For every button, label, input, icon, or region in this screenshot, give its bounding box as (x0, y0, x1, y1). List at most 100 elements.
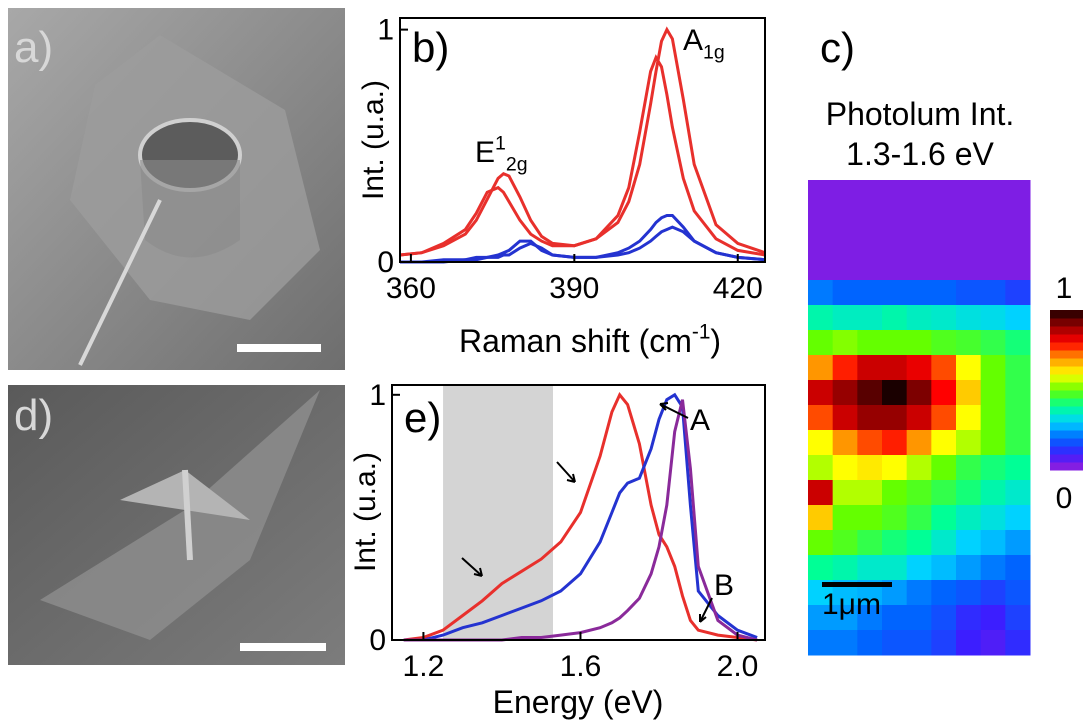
fold (78, 199, 162, 366)
colorbar-step (1050, 382, 1083, 391)
heatmap-cell (1005, 180, 1031, 206)
colorbar-step (1050, 310, 1083, 319)
heatmap-cell (906, 305, 932, 331)
heatmap-cell (956, 305, 982, 331)
colorbar-step (1050, 462, 1083, 471)
x-tick-label: 360 (386, 272, 436, 305)
heatmap-cell (832, 430, 858, 456)
scale-bar-label: 1μm (822, 588, 881, 621)
sem-image-a: a) (8, 8, 345, 370)
x-tick-label: 390 (549, 272, 599, 305)
heatmap-cell (808, 455, 834, 481)
heatmap-cell (882, 305, 908, 331)
heatmap-cell (906, 630, 932, 656)
heatmap-cell (882, 180, 908, 206)
heatmap-cell (906, 205, 932, 231)
heatmap-cell (980, 480, 1006, 506)
heatmap-cell (832, 405, 858, 431)
heatmap-cell (956, 380, 982, 406)
shaded-region (443, 385, 553, 640)
heatmap-cell (956, 580, 982, 606)
annotation-part: 2g (506, 153, 528, 175)
heatmap-cell (980, 430, 1006, 456)
y-tick-label: 0 (377, 246, 394, 279)
heatmap-cell (906, 380, 932, 406)
heatmap-cell (882, 280, 908, 306)
heatmap-cell (882, 430, 908, 456)
annotation-part: 1 (495, 132, 506, 154)
spectrum-line (399, 26, 766, 257)
scale-bar (822, 582, 892, 587)
heatmap-cell (1005, 480, 1031, 506)
heatmap-cell (906, 505, 932, 531)
heatmap-cell (956, 530, 982, 556)
colorbar-step (1050, 318, 1083, 327)
heatmap-cell (882, 530, 908, 556)
heatmap-cell (906, 180, 932, 206)
annotation: A1g (683, 24, 725, 63)
heatmap-cell (857, 505, 883, 531)
colorbar-step (1050, 446, 1083, 455)
heatmap-cell (1005, 330, 1031, 356)
membrane (40, 390, 320, 640)
heatmap-cell (1005, 255, 1031, 281)
heatmap-cell (980, 380, 1006, 406)
arrow (699, 597, 713, 623)
heatmap-cell (857, 555, 883, 581)
annotation-part: A (690, 404, 710, 437)
y-tick-label: 0 (369, 624, 386, 657)
heatmap-cell (857, 430, 883, 456)
heatmap-cell (808, 630, 834, 656)
heatmap-cell (906, 455, 932, 481)
heatmap-cell (857, 330, 883, 356)
heatmap-cell (906, 480, 932, 506)
heatmap-cell (882, 480, 908, 506)
heatmap-cell (882, 505, 908, 531)
heatmap-cell (832, 530, 858, 556)
heatmap-cell (857, 630, 883, 656)
colorbar-step (1050, 350, 1083, 359)
heatmap-cell (956, 330, 982, 356)
heatmap-cell (906, 605, 932, 631)
sem-image-d: d) (8, 385, 345, 665)
panel-label: c) (820, 24, 855, 71)
heatmap-cell (931, 555, 957, 581)
colorbar-step (1050, 438, 1083, 447)
heatmap-cell (931, 230, 957, 256)
annotation: B (714, 569, 734, 602)
heatmap-cell (956, 180, 982, 206)
colorbar-step (1050, 422, 1083, 431)
heatmap-cell (931, 530, 957, 556)
heatmap-cell (857, 480, 883, 506)
heatmap-cell (882, 205, 908, 231)
colorbar-step (1050, 398, 1083, 407)
panel-label: b) (412, 24, 449, 71)
x-tick-label: 1.2 (403, 650, 445, 683)
heatmap-cell (1005, 305, 1031, 331)
heatmap-cell (931, 630, 957, 656)
heatmap-cell (956, 205, 982, 231)
heatmap-cell (857, 205, 883, 231)
heatmap-cell (956, 230, 982, 256)
heatmap-cell (980, 205, 1006, 231)
heatmap-cell (931, 305, 957, 331)
annotation-part: 1g (703, 41, 725, 63)
heatmap-cell (1005, 280, 1031, 306)
heatmap-cell (808, 280, 834, 306)
heatmap-cell (882, 355, 908, 381)
heatmap-cell (832, 305, 858, 331)
heatmap-cell (832, 480, 858, 506)
colorbar-step (1050, 454, 1083, 463)
panel-label: d) (14, 391, 53, 440)
panel-label: a) (14, 23, 53, 72)
heatmap-cell (808, 305, 834, 331)
heatmap-cell (906, 555, 932, 581)
heatmap-cell (1005, 230, 1031, 256)
spectrum-line (403, 392, 758, 642)
colorbar-step (1050, 334, 1083, 343)
heatmap-cell (906, 355, 932, 381)
heatmap-cell (956, 505, 982, 531)
colorbar-step (1050, 414, 1083, 423)
heatmap-cell (808, 380, 834, 406)
heatmap-cell (832, 555, 858, 581)
